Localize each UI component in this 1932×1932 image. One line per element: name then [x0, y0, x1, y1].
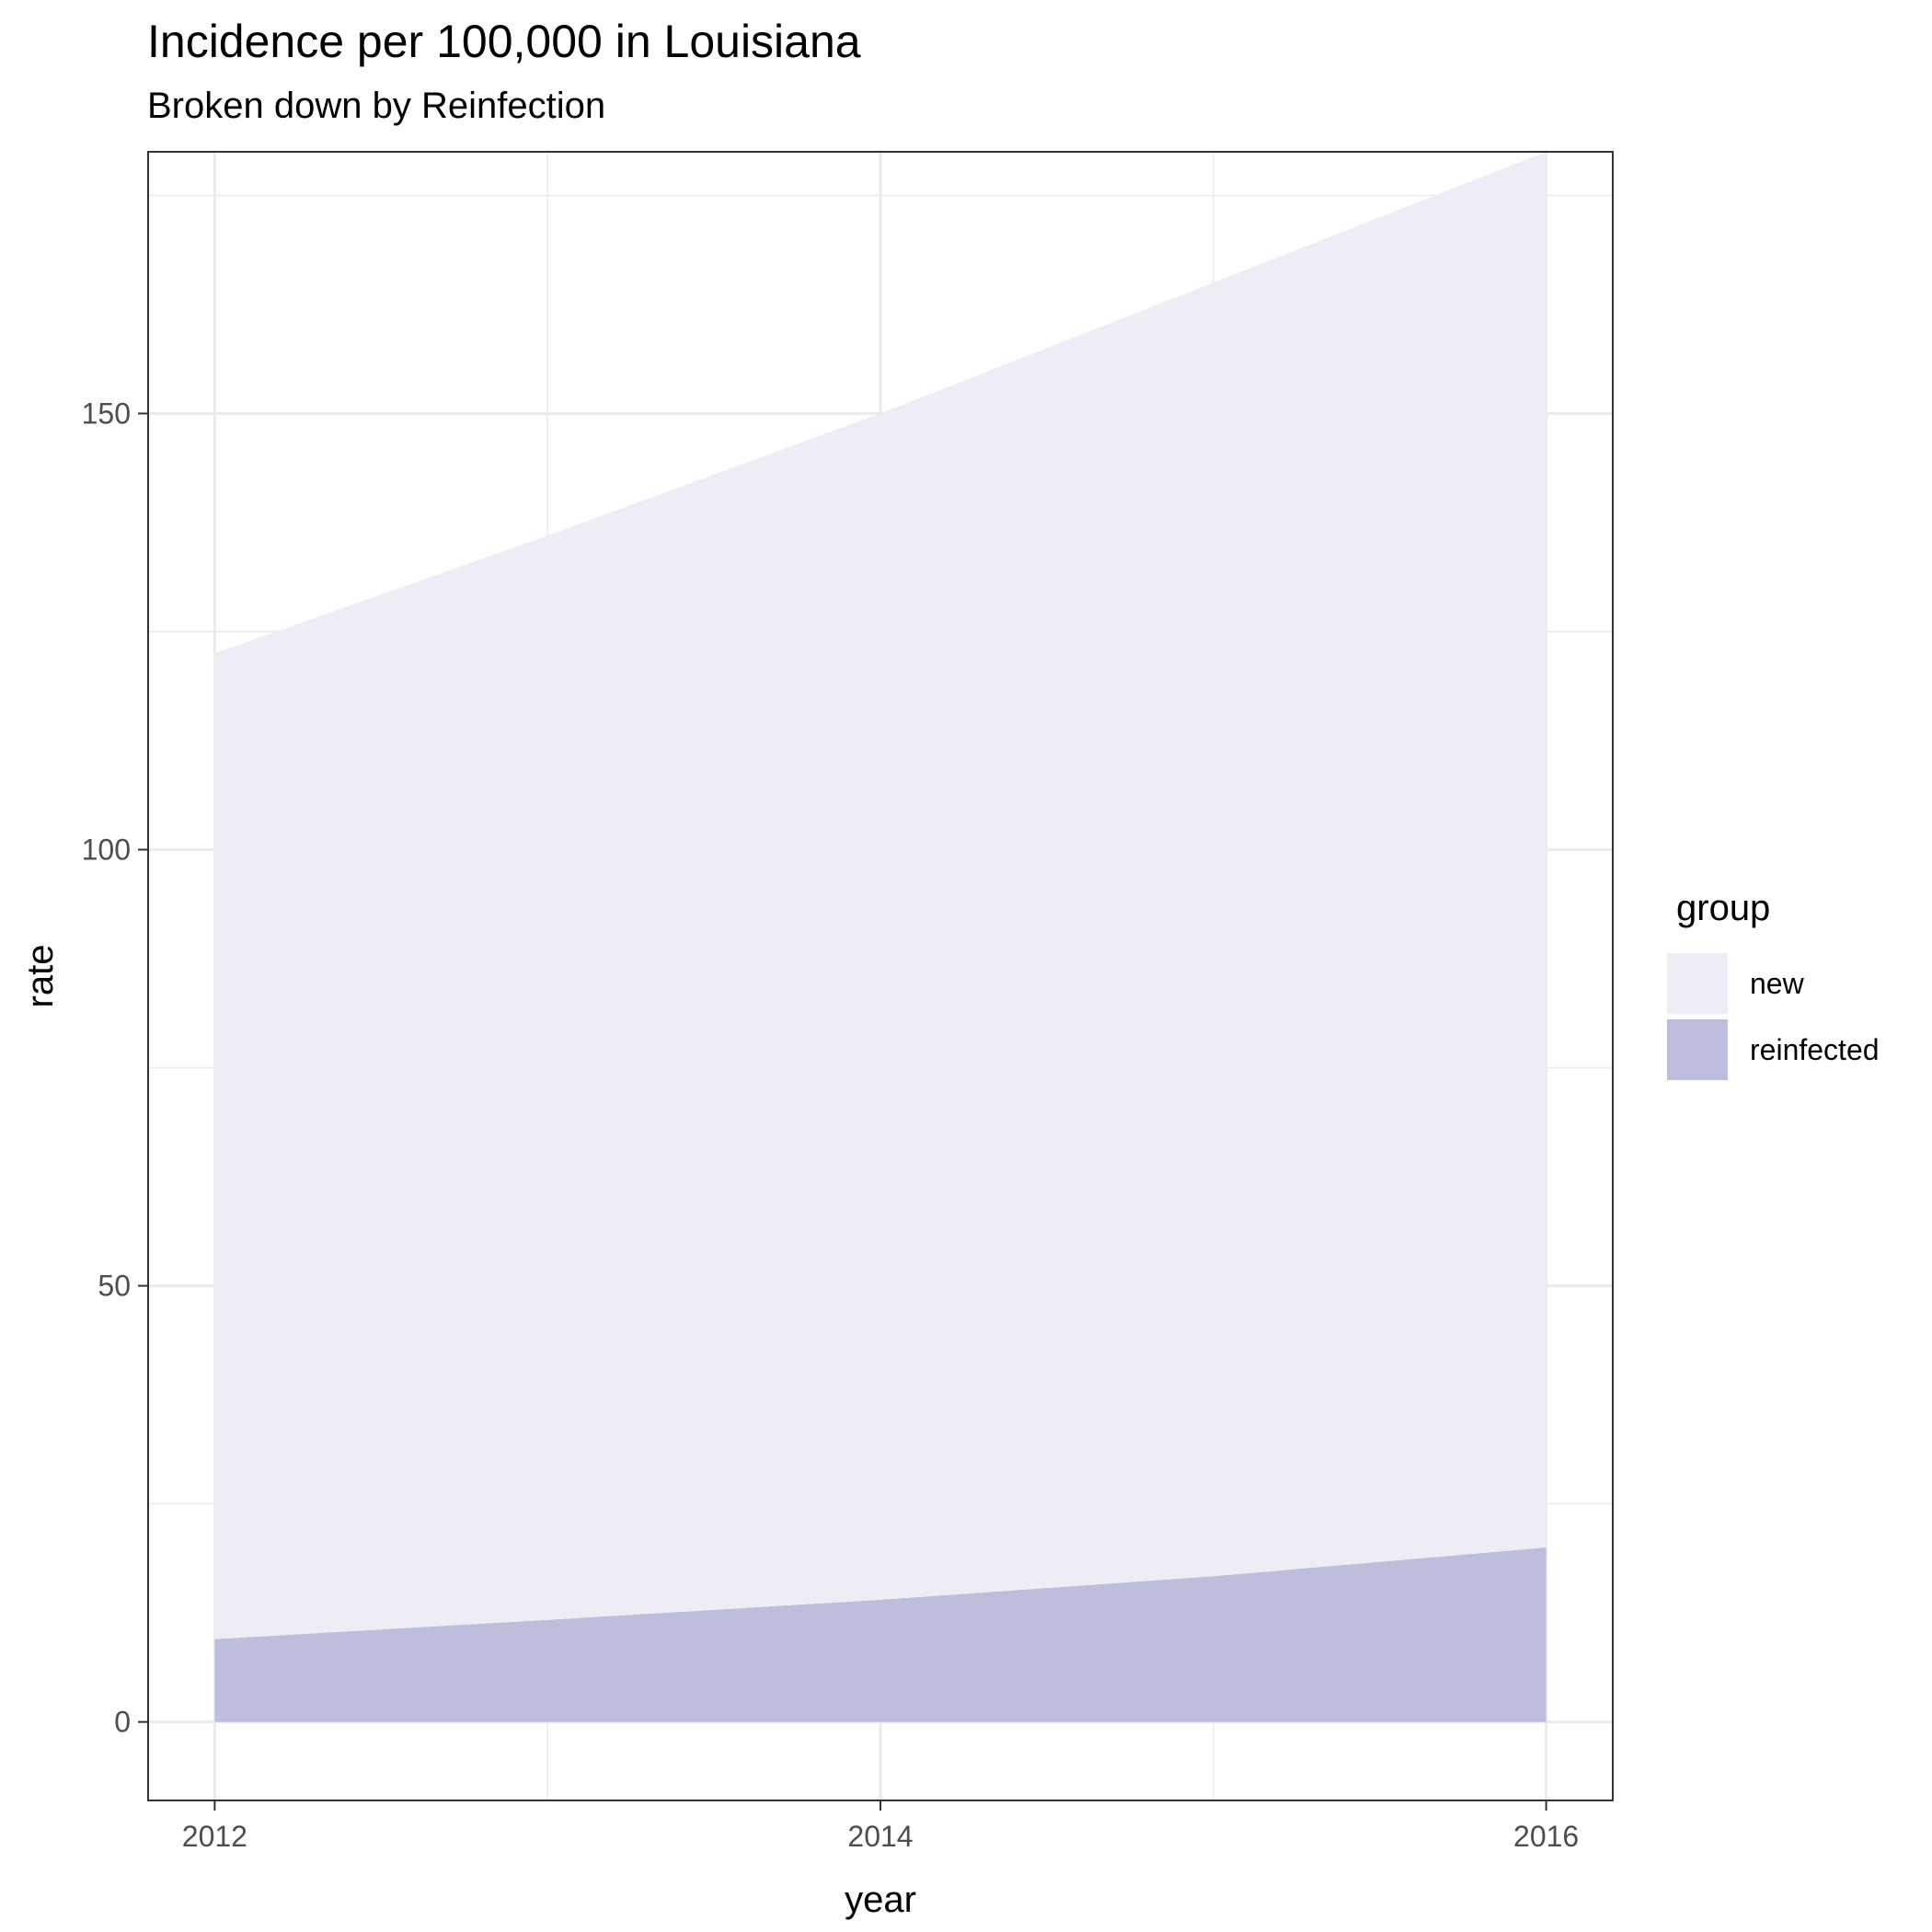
y-tick-label: 50	[98, 1270, 131, 1303]
legend-items: new reinfected	[1667, 953, 1880, 1080]
legend: group new reinfected	[1667, 888, 1880, 1080]
x-tick-label: 2014	[847, 1820, 913, 1853]
area-reinfected	[214, 1547, 1547, 1722]
y-axis-title: rate	[20, 945, 61, 1008]
x-tick-label: 2016	[1513, 1820, 1579, 1853]
legend-label-new: new	[1750, 967, 1805, 1000]
area-new	[214, 152, 1547, 1639]
legend-key-new	[1667, 953, 1728, 1014]
x-tick-label: 2012	[182, 1820, 247, 1853]
y-tick-label: 100	[82, 834, 131, 867]
chart-subtitle: Broken down by Reinfection	[147, 86, 605, 126]
legend-label-reinfected: reinfected	[1750, 1033, 1880, 1066]
y-axis: 0 50 100 150	[82, 397, 148, 1739]
x-axis: 2012 2014 2016	[182, 1800, 1579, 1853]
area-layers	[214, 152, 1547, 1722]
x-axis-title: year	[845, 1880, 916, 1920]
legend-key-reinfected	[1667, 1019, 1728, 1080]
chart-title: Incidence per 100,000 in Louisiana	[147, 16, 861, 67]
y-tick-label: 150	[82, 397, 131, 430]
legend-title: group	[1676, 888, 1770, 928]
y-tick-label: 0	[114, 1706, 131, 1739]
